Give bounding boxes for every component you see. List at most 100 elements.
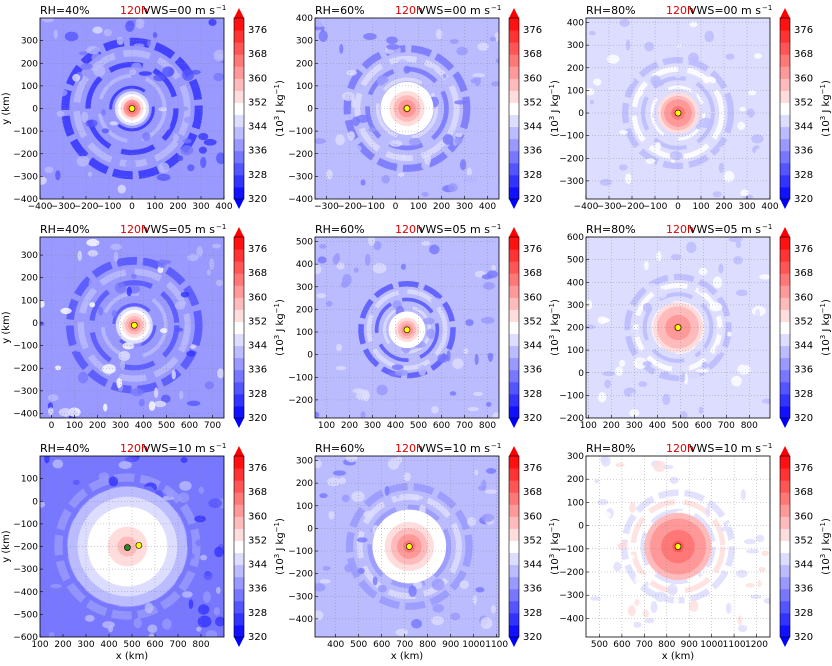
- colorbar-level: [509, 600, 519, 614]
- x-tick-label: 600: [613, 640, 630, 650]
- colorbar: 320 328 336 344 352 360 368 376 (103 J kg−1): [779, 227, 832, 428]
- x-tick-label: −200: [337, 202, 362, 212]
- field-blob: [633, 621, 642, 628]
- colorbar-label: (103 J kg−1): [548, 518, 561, 575]
- field-blob: [403, 65, 411, 74]
- field-blob: [761, 550, 770, 557]
- field-blob: [751, 134, 764, 144]
- field-blob: [215, 279, 224, 287]
- colorbar-tick-label: 368: [794, 49, 813, 60]
- colorbar-extend-min: [234, 199, 244, 209]
- y-tick-label: −200: [559, 414, 584, 424]
- x-tick-label: 700: [636, 640, 653, 650]
- field-blob: [474, 33, 485, 40]
- y-tick-label: −300: [13, 387, 38, 397]
- y-tick-label: 400: [567, 278, 584, 288]
- colorbar-level: [780, 381, 790, 395]
- y-axis-label: y (km): [1, 92, 12, 125]
- field-blob: [216, 53, 224, 60]
- field-blob: [81, 111, 89, 123]
- field-blob: [93, 64, 106, 77]
- y-tick-label: 0: [307, 105, 313, 115]
- field-blob: [755, 309, 761, 319]
- field-blob: [654, 591, 667, 602]
- panel-vws-label: VWS=05 m s: [689, 223, 761, 236]
- field-blob: [160, 394, 171, 403]
- field-blob: [48, 632, 55, 637]
- field-blob: [753, 177, 764, 186]
- y-tick-label: −500: [13, 610, 38, 620]
- colorbar-level: [780, 102, 790, 116]
- field-blob: [474, 469, 479, 476]
- x-tick-label: 0: [675, 202, 681, 212]
- x-tick-label: 900: [442, 640, 459, 650]
- y-tick-label: 600: [567, 233, 584, 243]
- y-tick-label: 200: [567, 475, 584, 485]
- field-blob: [43, 303, 56, 315]
- colorbar-label: (103 J kg−1): [273, 80, 286, 137]
- spiral-band: [375, 77, 439, 140]
- panel-time-label: 120h: [395, 4, 423, 17]
- colorbar-tick-label: 344: [794, 122, 813, 133]
- colorbar-tick-label: 360: [248, 511, 267, 522]
- x-tick-label: 200: [433, 202, 450, 212]
- colorbar-tick-label: 360: [794, 292, 813, 303]
- panel-vws-label: VWS=10 m s: [689, 442, 761, 455]
- center-marker-yellow: [674, 543, 682, 550]
- panel-vws-label: VWS=05 m s: [418, 223, 490, 236]
- field-blob: [178, 155, 184, 162]
- colorbar-tick-label: 320: [794, 632, 813, 643]
- field-blob: [116, 377, 123, 389]
- field-blob: [472, 391, 484, 396]
- field-blob: [757, 580, 762, 588]
- center-marker-yellow: [128, 105, 136, 112]
- field-blob: [315, 610, 324, 621]
- field-blob: [686, 241, 697, 253]
- field-blob: [125, 20, 135, 32]
- colorbar-level: [780, 540, 790, 554]
- field-blob: [209, 258, 215, 270]
- field-blob: [483, 281, 495, 290]
- field-blob: [153, 387, 159, 399]
- field-blob: [748, 82, 760, 87]
- colorbar-level: [780, 66, 790, 79]
- field-blob: [40, 321, 45, 327]
- panel-time-label: 120h: [666, 442, 694, 455]
- field-blob: [360, 411, 366, 418]
- field-blob: [47, 394, 59, 402]
- x-tick-label: 800: [192, 640, 209, 650]
- field-blob: [317, 256, 327, 264]
- spiral-band: [633, 282, 723, 373]
- y-tick-label: −300: [13, 172, 38, 182]
- field-blob: [437, 353, 449, 363]
- field-blob: [428, 67, 435, 75]
- field-blob: [203, 398, 217, 410]
- y-tick-label: 500: [567, 256, 584, 266]
- colorbar-tick-label: 352: [248, 97, 267, 108]
- colorbar-level: [780, 468, 790, 481]
- y-tick-label: −200: [288, 150, 313, 160]
- colorbar-level: [780, 162, 790, 176]
- field-blob: [450, 612, 461, 621]
- colorbar-level: [780, 624, 790, 638]
- field-blob: [495, 58, 499, 64]
- y-tick-label: −400: [288, 615, 313, 625]
- panel-vws-exponent: −1: [491, 442, 501, 450]
- field-blob: [477, 42, 489, 51]
- field-blob: [749, 521, 758, 527]
- x-tick-label: 300: [364, 421, 381, 431]
- field-blob: [126, 286, 132, 297]
- field-blob: [465, 319, 474, 326]
- field-blob: [194, 515, 206, 523]
- field-blob: [746, 108, 755, 118]
- field-blob: [755, 534, 765, 543]
- field-blob: [622, 75, 634, 85]
- x-tick-label: 400: [761, 202, 778, 212]
- field-blob: [187, 254, 199, 262]
- field-blob: [762, 262, 770, 272]
- field-blob: [758, 566, 766, 573]
- field-blob: [484, 489, 498, 494]
- field-blob: [669, 150, 683, 161]
- field-blob: [141, 132, 151, 141]
- colorbar-tick-label: 328: [523, 608, 542, 619]
